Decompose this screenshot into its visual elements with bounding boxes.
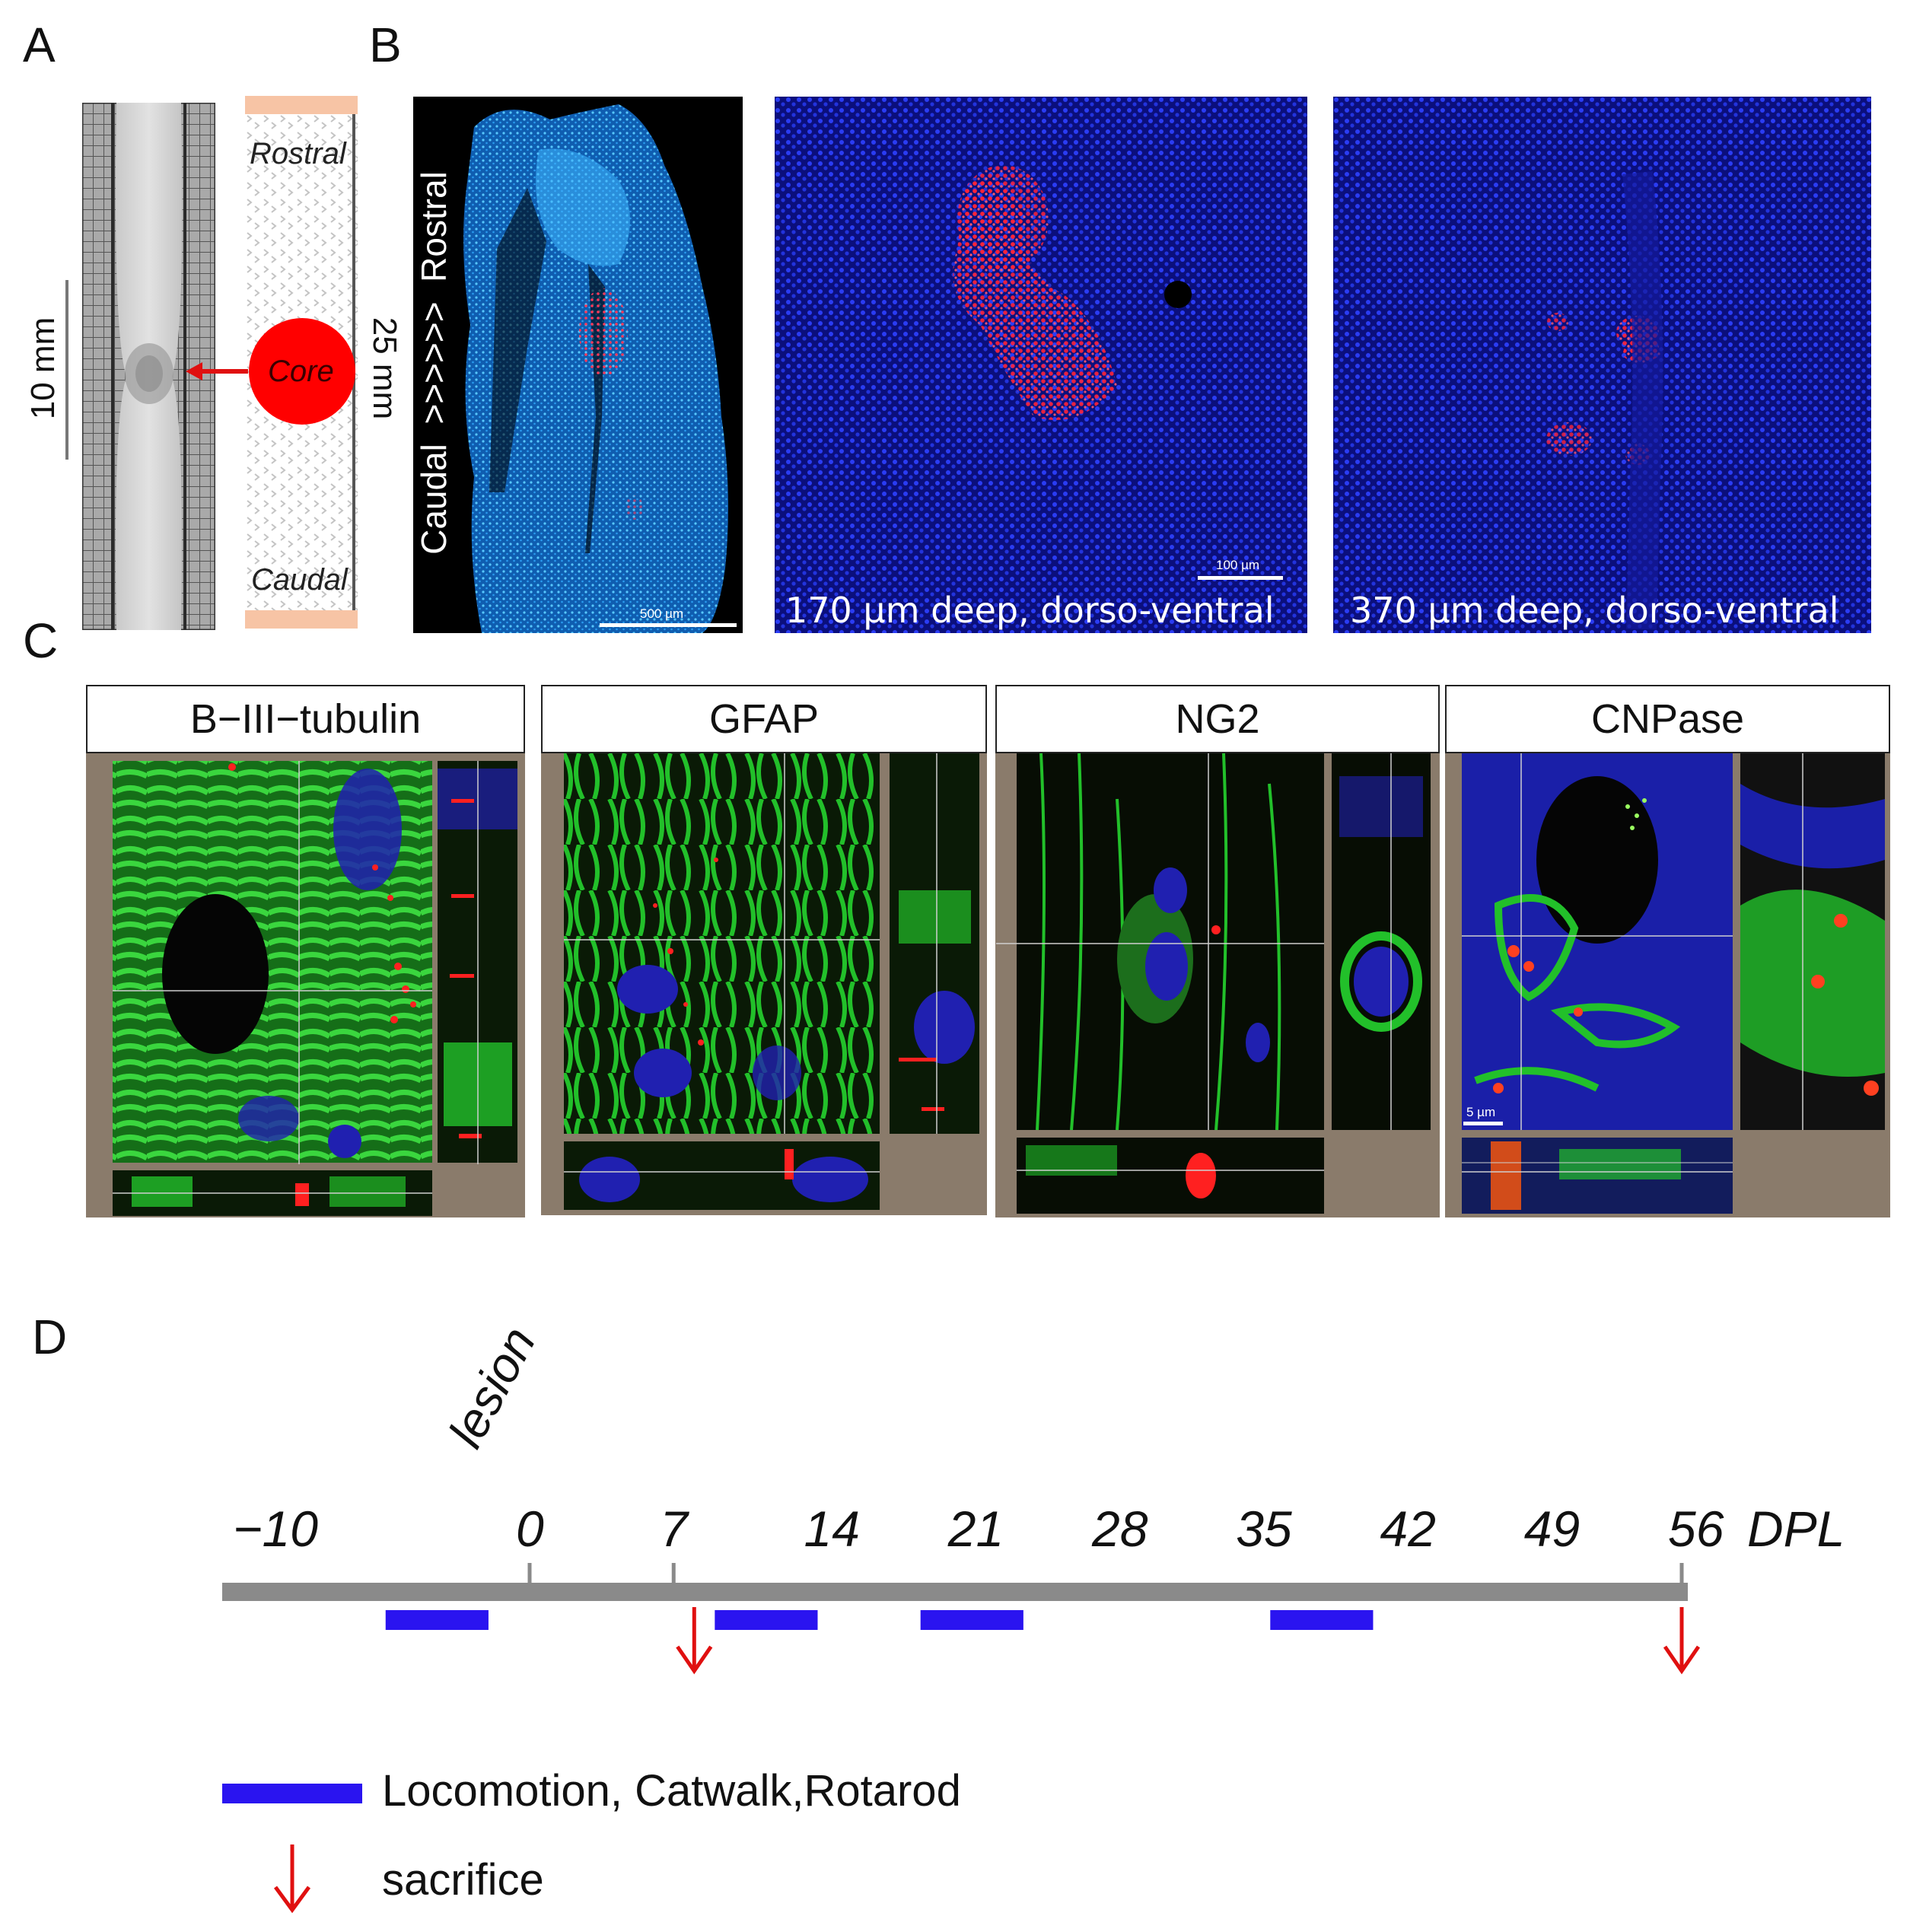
scale-label-100um: 100 µm [1216,558,1260,572]
rostral-label: Rostral [250,137,346,170]
tick-label: 28 [1092,1501,1148,1557]
core-circle [249,318,355,425]
timeline-panel: −10 0 7 14 21 28 35 42 49 56 lesion DPL Locomotio… [0,1278,1910,1932]
legend-sacrifice-label: sacrifice [382,1855,544,1905]
header-b-iii-tubulin: B−III−tubulin [86,685,525,753]
cord-schematic: Rostral Core Caudal [245,96,358,629]
confocal-cnpase-drawing [1462,753,1885,1214]
confocal-ng2-drawing [996,753,1431,1214]
timeline-axis [222,1583,1688,1601]
section-170um-drawing [775,97,1307,633]
explant-photo [82,103,215,630]
confocal-b-iii-tubulin-drawing [113,761,517,1216]
behavior-window [1270,1610,1374,1630]
axis-direction-label: Caudal >>>>>> Rostral [414,171,454,555]
header-gfap: GFAP [541,685,987,753]
cord-schematic-drawing [245,96,358,629]
panel-letter-d: D [32,1310,68,1364]
caption-170um: 170 µm deep, dorso-ventral [785,590,1275,631]
panel-letter-c: C [23,613,59,668]
scale-label-10mm: 10 mm [24,317,62,420]
scale-bar-500um [600,623,737,627]
confocal-gfap [541,753,987,1215]
timeline-svg [222,1563,1701,1675]
tick-label: 42 [1380,1501,1436,1557]
confocal-cnpase: 5 µm [1445,753,1890,1217]
core-arrow [186,362,248,380]
confocal-ng2 [995,753,1440,1217]
tick-label: 0 [516,1501,544,1557]
tick-label: 7 [660,1501,688,1557]
tick-label: 56 [1668,1501,1724,1557]
core-label: Core [268,355,334,388]
caption-370um: 370 µm deep, dorso-ventral [1350,590,1839,631]
legend-sacrifice-arrow-icon [273,1844,311,1914]
behavior-window [385,1610,489,1630]
tick-label: 49 [1523,1501,1581,1557]
dpl-unit-label: DPL [1747,1501,1845,1557]
section-370um-image: 370 µm deep, dorso-ventral [1333,97,1871,633]
caudal-cap [245,610,358,629]
panel-letter-a: A [23,18,56,72]
panel-letter-b: B [369,18,402,72]
scale-bar-10mm [65,280,68,460]
behavior-window [920,1610,1023,1630]
panel-a: 10 mm [0,0,403,639]
explant-photo-drawing [82,103,215,630]
section-370um-drawing [1333,97,1871,633]
confocal-b-iii-tubulin [86,753,525,1217]
sacrifice-arrow-icon [1663,1607,1701,1675]
header-cnpase: CNPase [1445,685,1890,753]
tick-label: 14 [804,1501,860,1557]
caudal-label: Caudal [251,563,348,597]
confocal-gfap-drawing [564,753,979,1210]
header-ng2: NG2 [995,685,1440,753]
scale-bar-5um [1463,1122,1503,1125]
scale-bar-100um [1198,576,1283,580]
tick-label: 21 [947,1501,1004,1557]
tick-label: −10 [233,1501,318,1557]
longitudinal-section-drawing [463,104,728,633]
scale-label-500um: 500 µm [640,606,684,621]
longitudinal-section-image: Caudal >>>>>> Rostral 500 µm [413,97,743,633]
rostral-cap [245,96,358,114]
behavior-window [715,1610,818,1630]
legend-behavior-swatch [222,1784,362,1803]
sacrifice-arrow-icon [676,1607,713,1675]
tick-label: 35 [1236,1501,1292,1557]
legend-behavior-label: Locomotion, Catwalk,Rotarod [382,1766,961,1816]
length-label-25mm: 25 mm [366,317,403,420]
scale-label-5um: 5 µm [1466,1105,1496,1119]
section-170um-image: 100 µm 170 µm deep, dorso-ventral [775,97,1307,633]
tick-label-layer: −10 0 7 14 21 28 35 42 49 56 [0,1278,1910,1932]
